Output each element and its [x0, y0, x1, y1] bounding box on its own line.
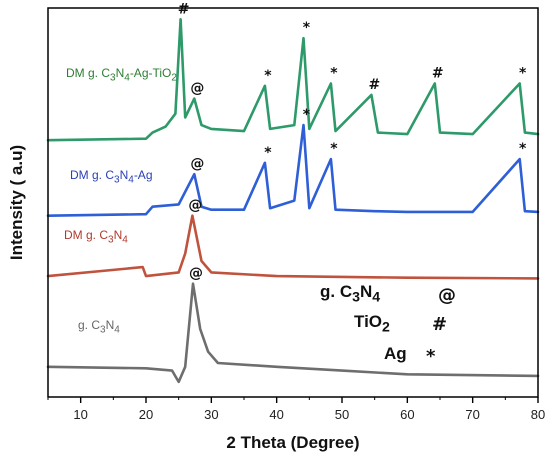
- series-line-2: [46, 214, 540, 280]
- peak-marker: #: [178, 1, 190, 17]
- peak-marker: #: [432, 66, 444, 82]
- peak-marker: *: [519, 66, 527, 82]
- y-axis-title: Intensity ( a.u): [7, 145, 26, 260]
- phase-legend: g. C3N4 @ TiO2 # Ag *: [320, 282, 456, 367]
- peak-marker: @: [190, 156, 204, 172]
- series-line-1: [46, 123, 540, 217]
- series-line-0: [46, 18, 540, 142]
- series-label-2: DM g. C3N4: [64, 228, 128, 246]
- phase-legend-symbol-2: *: [426, 346, 436, 367]
- x-tick-label-70: 70: [465, 407, 479, 422]
- peak-marker: *: [330, 141, 338, 157]
- x-tick-label-30: 30: [204, 407, 218, 422]
- series-label-text: DM g. C3N4: [64, 228, 128, 246]
- peak-marker: *: [519, 141, 527, 157]
- series-label-1: DM g. C3N4-Ag: [70, 168, 153, 186]
- x-tick-label-20: 20: [139, 407, 153, 422]
- series-label-text: g. C3N4: [78, 318, 120, 336]
- series-layer: [46, 18, 540, 384]
- phase-legend-label: Ag: [384, 344, 407, 363]
- series-label-text: DM g. C3N4-Ag: [70, 168, 153, 186]
- peak-marker: @: [190, 81, 204, 97]
- phase-legend-label: TiO2: [354, 312, 390, 336]
- phase-legend-entry-1: TiO2: [354, 312, 390, 336]
- peak-marker: *: [303, 107, 311, 123]
- peak-marker: #: [369, 77, 381, 93]
- peak-marker: *: [303, 20, 311, 36]
- axes: 10 20 30 40 50 60 70 80: [47, 7, 545, 422]
- x-tick-label-60: 60: [400, 407, 414, 422]
- x-axis-title: 2 Theta (Degree): [226, 433, 359, 452]
- series-label-0: DM g. C3N4-Ag-TiO2: [66, 66, 177, 84]
- series-line-3: [46, 282, 540, 384]
- series-label-3: g. C3N4: [78, 318, 120, 336]
- plot-frame: [47, 7, 539, 398]
- peak-marker: *: [264, 68, 272, 84]
- series-labels: DM g. C3N4-Ag-TiO2 DM g. C3N4-Ag DM g. C3N…: [64, 66, 177, 336]
- phase-legend-entry-2: Ag: [384, 344, 407, 363]
- peak-marker: *: [264, 145, 272, 161]
- phase-legend-symbol-1: #: [432, 314, 447, 335]
- x-tick-label-10: 10: [73, 407, 87, 422]
- series-label-text: DM g. C3N4-Ag-TiO2: [66, 66, 177, 84]
- peak-marker: @: [189, 266, 203, 282]
- phase-legend-symbol-0: @: [438, 285, 456, 306]
- x-tick-label-40: 40: [269, 407, 283, 422]
- phase-legend-label: g. C3N4: [320, 282, 381, 306]
- peak-marker: @: [188, 198, 202, 214]
- peak-markers: # @ * * * # # * @ * * * * @ @: [178, 1, 527, 281]
- x-tick-label-80: 80: [531, 407, 545, 422]
- peak-marker: *: [330, 66, 338, 82]
- x-tick-label-50: 50: [335, 407, 349, 422]
- phase-legend-entry-0: g. C3N4: [320, 282, 381, 306]
